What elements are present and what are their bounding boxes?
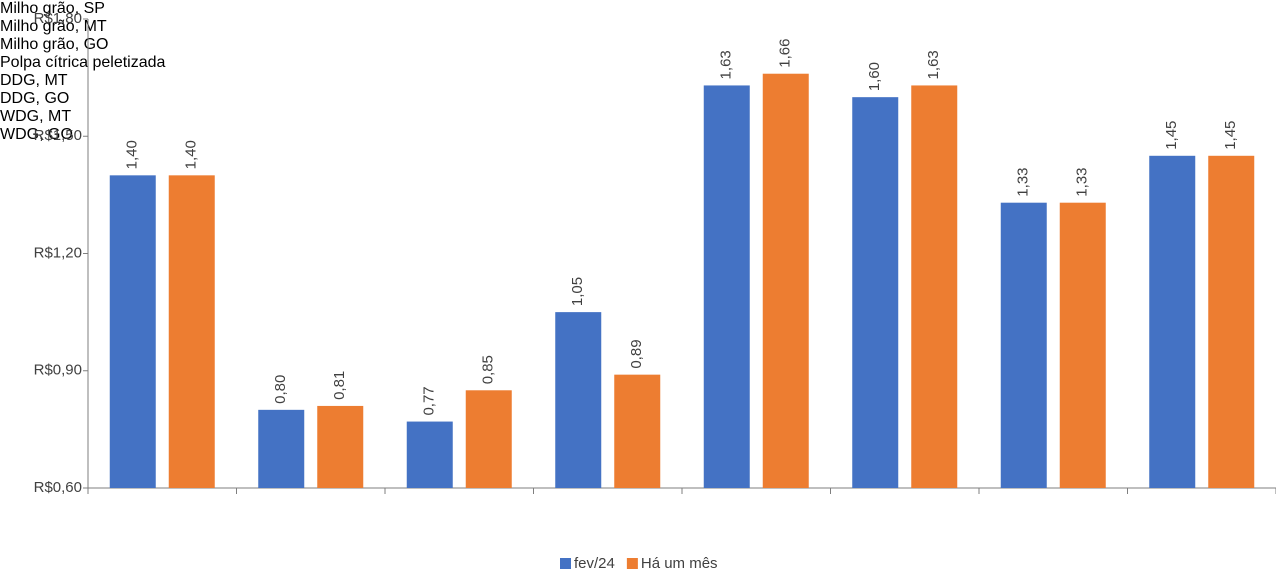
x-tick-label: DDG, GO <box>0 90 70 107</box>
bar <box>109 175 156 489</box>
data-label: 1,63 <box>718 50 735 79</box>
bar <box>852 97 899 489</box>
bar <box>762 73 809 488</box>
y-tick-label: R$1,50 <box>34 127 82 144</box>
data-label: 1,33 <box>1015 167 1032 196</box>
bar <box>1059 202 1106 489</box>
bar <box>465 390 512 488</box>
data-label: 0,89 <box>628 339 645 368</box>
data-label: 1,40 <box>183 140 200 169</box>
data-label: 0,80 <box>272 375 289 404</box>
x-tick-label: Polpa cítrica peletizada <box>0 54 166 71</box>
x-tick-label: WDG, MT <box>0 108 72 125</box>
bar <box>1149 155 1196 488</box>
data-label: 1,63 <box>925 50 942 79</box>
y-tick-label: R$0,90 <box>34 362 82 379</box>
bar <box>168 175 215 489</box>
x-tick-label: Milho grão, SP <box>0 0 105 17</box>
legend-swatch <box>560 558 571 569</box>
bar <box>703 85 750 489</box>
data-label: 1,66 <box>777 39 794 68</box>
data-label: 0,85 <box>480 355 497 384</box>
bar <box>614 374 661 488</box>
x-tick-label: Milho grão, GO <box>0 36 109 53</box>
x-tick-label: WDG, GO <box>0 126 73 143</box>
y-tick-label: R$1,20 <box>34 244 82 261</box>
bar <box>1000 202 1047 489</box>
data-label: 1,33 <box>1074 167 1091 196</box>
legend-label: fev/24 <box>574 555 615 572</box>
bar <box>911 85 958 489</box>
y-tick-label: R$0,60 <box>34 479 82 496</box>
data-label: 1,45 <box>1222 121 1239 150</box>
legend-label: Há um mês <box>641 555 718 572</box>
bar <box>555 312 602 488</box>
data-label: 0,77 <box>421 386 438 415</box>
bar <box>258 409 305 488</box>
data-label: 0,81 <box>331 371 348 400</box>
legend-swatch <box>626 558 638 569</box>
data-label: 1,45 <box>1163 121 1180 150</box>
bar <box>317 405 364 488</box>
bar <box>406 421 453 488</box>
x-tick-label: DDG, MT <box>0 72 68 89</box>
bar <box>1208 155 1255 488</box>
data-label: 1,40 <box>124 140 141 169</box>
y-tick-label: R$1,80 <box>34 10 82 27</box>
data-label: 1,05 <box>569 277 586 306</box>
data-label: 1,60 <box>866 62 883 91</box>
x-tick-label: Milho grão, MT <box>0 18 107 35</box>
